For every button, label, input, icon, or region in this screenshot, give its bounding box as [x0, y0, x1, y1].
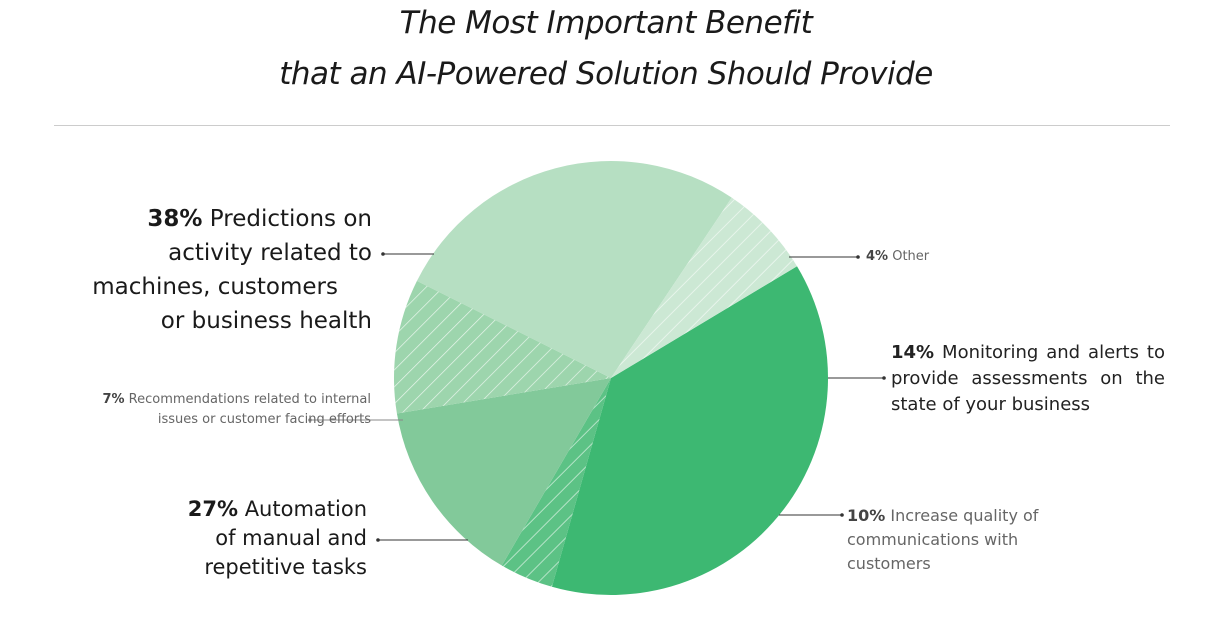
- pct-predictions: 38%: [147, 206, 203, 232]
- text-other: Other: [888, 249, 930, 264]
- text-automation-1: Automation: [238, 497, 367, 521]
- label-other: 4% Other: [866, 247, 929, 267]
- text-communications-1: Increase quality of: [885, 506, 1039, 525]
- text-predictions-3: machines, customers: [92, 274, 338, 300]
- pie-slice-automation: [416, 161, 732, 378]
- label-automation: 27% Automation of manual and repetitive …: [140, 495, 367, 582]
- label-communications: 10% Increase quality of communications w…: [847, 504, 1038, 576]
- text-recommendations-1: Recommendations related to internal: [124, 392, 371, 407]
- text-predictions-4: or business health: [160, 308, 372, 334]
- pct-monitoring: 14%: [891, 342, 935, 363]
- pie-slice-monitoring: [396, 378, 611, 566]
- leader-dot-automation: [376, 538, 380, 542]
- title-divider: [54, 125, 1170, 126]
- pie-slice-hatch-communications: [394, 280, 611, 414]
- text-communications-3: customers: [847, 554, 931, 573]
- leader-dot-other: [856, 255, 860, 259]
- text-recommendations-2: issues or customer facing efforts: [157, 412, 371, 427]
- pct-recommendations: 7%: [102, 392, 125, 407]
- text-automation-3: repetitive tasks: [204, 555, 367, 579]
- leader-dot-predictions: [381, 252, 385, 256]
- text-predictions-2: activity related to: [168, 240, 372, 266]
- text-monitoring-2: provide assessments on the: [891, 368, 1165, 389]
- label-monitoring: 14% Monitoring and alerts to provide ass…: [891, 340, 1165, 418]
- text-automation-2: of manual and: [215, 526, 367, 550]
- text-communications-2: communications with: [847, 530, 1019, 549]
- pie-slices: [394, 161, 829, 596]
- text-monitoring-3: state of your business: [891, 394, 1091, 415]
- leader-dot-monitoring: [882, 376, 886, 380]
- pie-slice-hatch-other: [501, 378, 611, 587]
- label-predictions: 38% Predictions on activity related to m…: [70, 202, 372, 338]
- pct-automation: 27%: [187, 497, 239, 521]
- text-predictions-1: Predictions on: [202, 206, 372, 232]
- pct-other: 4%: [866, 249, 889, 264]
- pct-communications: 10%: [847, 506, 886, 525]
- chart-title-line-2: that an AI-Powered Solution Should Provi…: [279, 56, 933, 92]
- leader-lines: [308, 252, 886, 542]
- leader-dot-communications: [840, 513, 844, 517]
- pie-slice-hatch-recommendations: [611, 197, 798, 378]
- pie-slice-predictions: [551, 266, 829, 596]
- chart-title-line-1: The Most Important Benefit: [399, 5, 813, 41]
- leader-dot-recommendations: [308, 418, 312, 422]
- label-recommendations: 7% Recommendations related to internal i…: [60, 390, 371, 430]
- text-monitoring-1: Monitoring and alerts to: [934, 342, 1165, 363]
